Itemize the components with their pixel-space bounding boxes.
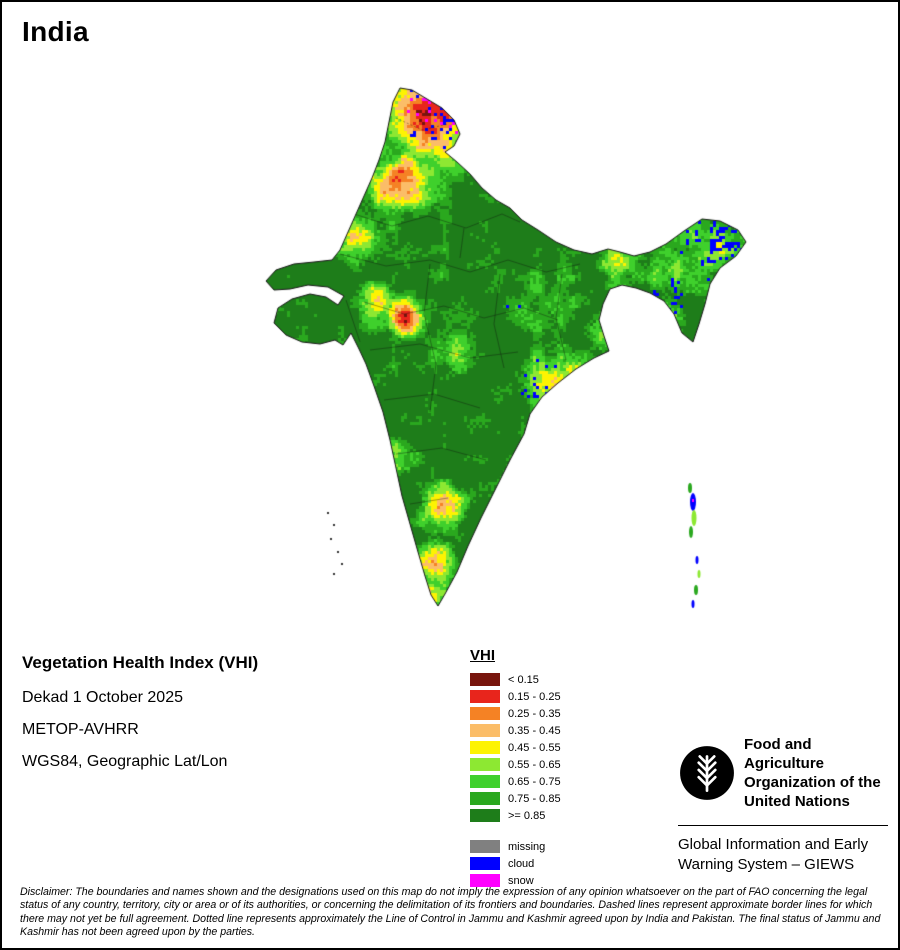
map-info-dekad: Dekad 1 October 2025 [22,689,183,706]
legend-swatch [470,724,500,737]
legend-swatch [470,673,500,686]
legend-label: 0.35 - 0.45 [508,724,561,737]
map-info-projection: WGS84, Geographic Lat/Lon [22,753,228,770]
legend-row: 0.55 - 0.65 [470,756,561,773]
legend-label: < 0.15 [508,673,539,686]
legend-label: missing [508,840,546,853]
legend-row: cloud [470,855,561,872]
legend-row: missing [470,838,561,855]
page-title: India [22,16,89,47]
legend-swatch [470,792,500,805]
legend-row: 0.45 - 0.55 [470,739,561,756]
legend-swatch [470,690,500,703]
legend-label: >= 0.85 [508,809,546,822]
legend-swatch [470,758,500,771]
text-line: Warning System – GIEWS [678,856,855,873]
legend-swatch-snow [470,874,500,887]
legend-row: 0.15 - 0.25 [470,688,561,705]
legend-row: 0.35 - 0.45 [470,722,561,739]
legend-label: 0.15 - 0.25 [508,690,561,703]
legend-swatch [470,775,500,788]
text-line: Global Information and Early [678,836,869,853]
fao-block: Food and Agriculture Organization of the… [678,735,888,875]
legend-label: 0.55 - 0.65 [508,758,561,771]
legend-label: 0.25 - 0.35 [508,707,561,720]
disclaimer-text: Disclaimer: The boundaries and names sho… [20,886,881,939]
legend-row: < 0.15 [470,671,561,688]
legend-row: 0.65 - 0.75 [470,773,561,790]
legend: VHI < 0.15 0.15 - 0.25 0.25 - 0.35 0.35 … [470,647,561,889]
legend-label: 0.65 - 0.75 [508,775,561,788]
legend-swatch-cloud [470,857,500,870]
legend-row: snow [470,872,561,889]
legend-row: 0.25 - 0.35 [470,705,561,722]
legend-swatch [470,809,500,822]
legend-swatch-missing [470,840,500,853]
text-line: United Nations [744,793,850,810]
legend-label: cloud [508,857,535,870]
map-info-block: Vegetation Health Index (VHI) Dekad 1 Oc… [22,653,258,785]
legend-label: 0.45 - 0.55 [508,741,561,754]
fao-logo-icon [678,744,736,802]
legend-swatch [470,707,500,720]
giews-name: Global Information and Early Warning Sys… [678,835,888,875]
legend-swatch [470,741,500,754]
legend-extras: missing cloud snow [470,838,561,889]
map-info-title: Vegetation Health Index (VHI) [22,653,259,672]
fao-row: Food and Agriculture Organization of the… [678,735,888,811]
footer-divider [678,825,888,826]
fao-org-name: Food and Agriculture Organization of the… [744,735,888,811]
map-info-sensor: METOP-AVHRR [22,721,139,738]
text-line: Organization of the [744,774,881,791]
legend-row: 0.75 - 0.85 [470,790,561,807]
legend-label: 0.75 - 0.85 [508,792,561,805]
text-line: Food and Agriculture [744,736,825,772]
legend-label: snow [508,874,534,887]
legend-title: VHI [470,647,496,664]
legend-row: >= 0.85 [470,807,561,824]
